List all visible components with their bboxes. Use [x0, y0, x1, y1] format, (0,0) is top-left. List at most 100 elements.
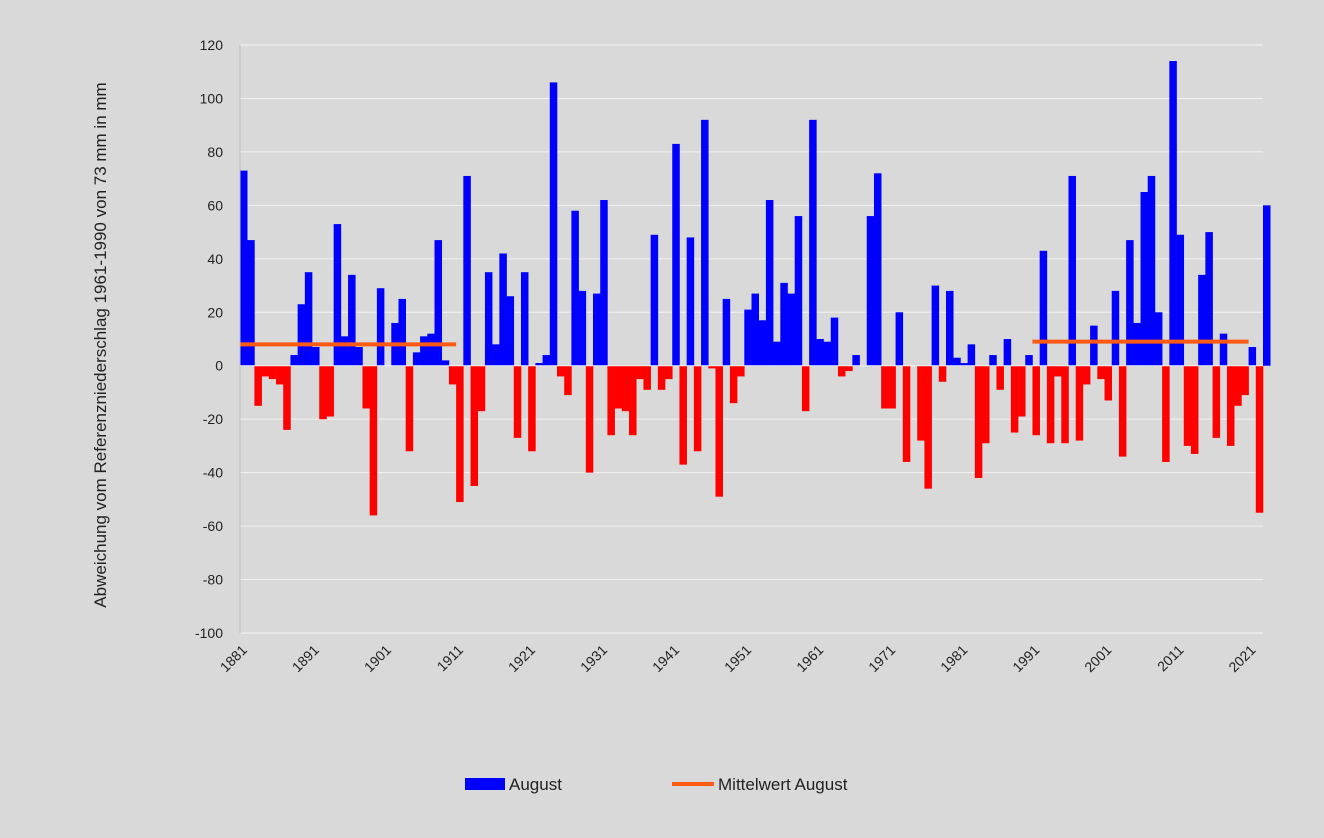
bar-2006: [1140, 192, 1149, 366]
bar-1881: [240, 170, 248, 366]
bar-1909: [441, 360, 450, 366]
bar-1904: [405, 365, 414, 452]
bar-2008: [1154, 312, 1163, 366]
y-tick-label: -40: [203, 465, 223, 481]
bar-1941: [672, 143, 680, 366]
bar-1955: [773, 341, 781, 366]
bar-1930: [593, 293, 601, 366]
bar-1895: [340, 336, 349, 366]
bar-2019: [1234, 365, 1242, 406]
bar-1915: [484, 272, 493, 366]
bar-2018: [1226, 365, 1235, 446]
bar-1963: [830, 317, 839, 366]
bar-1999: [1090, 325, 1098, 366]
bar-1927: [571, 210, 579, 366]
bar-1987: [1003, 339, 1012, 366]
bar-2001: [1104, 365, 1113, 401]
bar-1992: [1039, 250, 1048, 366]
bar-1991: [1032, 365, 1040, 436]
y-tick-label: 80: [207, 144, 223, 160]
bar-1917: [499, 253, 507, 366]
bar-1971: [888, 365, 896, 409]
bar-1886: [276, 365, 284, 385]
bar-1939: [657, 365, 666, 390]
bar-1908: [434, 240, 443, 366]
bar-2016: [1212, 365, 1221, 438]
bar-1976: [924, 365, 932, 489]
bar-2010: [1169, 61, 1177, 366]
bar-1942: [679, 365, 687, 465]
bar-1912: [463, 175, 471, 366]
bar-1998: [1082, 365, 1091, 385]
bar-1934: [621, 365, 630, 412]
y-tick-label: 40: [207, 251, 223, 267]
legend-swatch-august: [465, 778, 505, 790]
bar-1911: [456, 365, 464, 503]
bar-1953: [758, 320, 767, 366]
bar-1884: [261, 365, 270, 377]
bar-1933: [614, 365, 623, 409]
x-tick-label: 1971: [865, 642, 898, 675]
bar-1928: [578, 290, 587, 366]
bar-1984: [982, 365, 990, 444]
bar-1985: [989, 355, 997, 366]
bar-2005: [1133, 322, 1141, 366]
bar-1940: [665, 365, 673, 380]
bar-1986: [996, 365, 1004, 390]
x-tick-label: 1951: [721, 642, 754, 675]
bar-2021: [1248, 347, 1257, 366]
legend-label-mittelwert: Mittelwert August: [718, 775, 848, 794]
bar-1946: [708, 365, 716, 369]
bar-1918: [506, 296, 515, 366]
y-tick-label: 100: [200, 90, 224, 106]
bar-1960: [809, 119, 817, 366]
bar-1990: [1025, 355, 1033, 366]
bar-1922: [535, 363, 543, 366]
bar-1890: [304, 272, 313, 366]
bar-2023: [1263, 205, 1271, 366]
bar-1944: [693, 365, 702, 452]
x-tick-label: 1881: [217, 642, 250, 675]
bar-1980: [953, 357, 961, 366]
x-tick-label: 2001: [1081, 642, 1114, 675]
bar-1920: [520, 272, 529, 366]
bar-2015: [1205, 232, 1213, 366]
bar-1924: [549, 82, 558, 366]
bar-1888: [290, 355, 298, 366]
bar-1882: [247, 240, 255, 366]
bar-1891: [312, 347, 320, 366]
bar-1892: [319, 365, 327, 420]
legend-label-august: August: [509, 775, 562, 794]
x-tick-label: 1921: [505, 642, 538, 675]
bar-1949: [729, 365, 738, 404]
bar-1921: [528, 365, 536, 452]
bar-1989: [1018, 365, 1026, 417]
bar-2009: [1162, 365, 1170, 462]
x-tick-label: 1891: [289, 642, 322, 675]
bar-1931: [600, 200, 608, 366]
bar-2003: [1118, 365, 1127, 457]
bar-1996: [1068, 175, 1076, 366]
x-tick-label: 1961: [793, 642, 826, 675]
x-tick-label: 2021: [1225, 642, 1258, 675]
bar-1982: [967, 344, 976, 366]
bar-1970: [881, 365, 889, 409]
bar-1945: [701, 119, 709, 366]
bar-1923: [542, 355, 551, 366]
bar-1887: [283, 365, 291, 430]
bar-1972: [895, 312, 904, 366]
bar-2002: [1111, 290, 1120, 366]
bar-1929: [585, 365, 594, 473]
x-tick-label: 1931: [577, 642, 610, 675]
bar-1983: [974, 365, 983, 478]
bar-1889: [297, 304, 306, 366]
bar-1995: [1061, 365, 1069, 444]
bar-1926: [564, 365, 572, 396]
bar-1947: [715, 365, 723, 497]
bar-1916: [492, 344, 500, 366]
bar-2007: [1147, 175, 1156, 366]
bar-1893: [326, 365, 334, 417]
bar-2013: [1190, 365, 1199, 454]
y-tick-labels: -100 -80 -60 -40 -20 0 20 40 60 80 100 120: [195, 37, 223, 641]
